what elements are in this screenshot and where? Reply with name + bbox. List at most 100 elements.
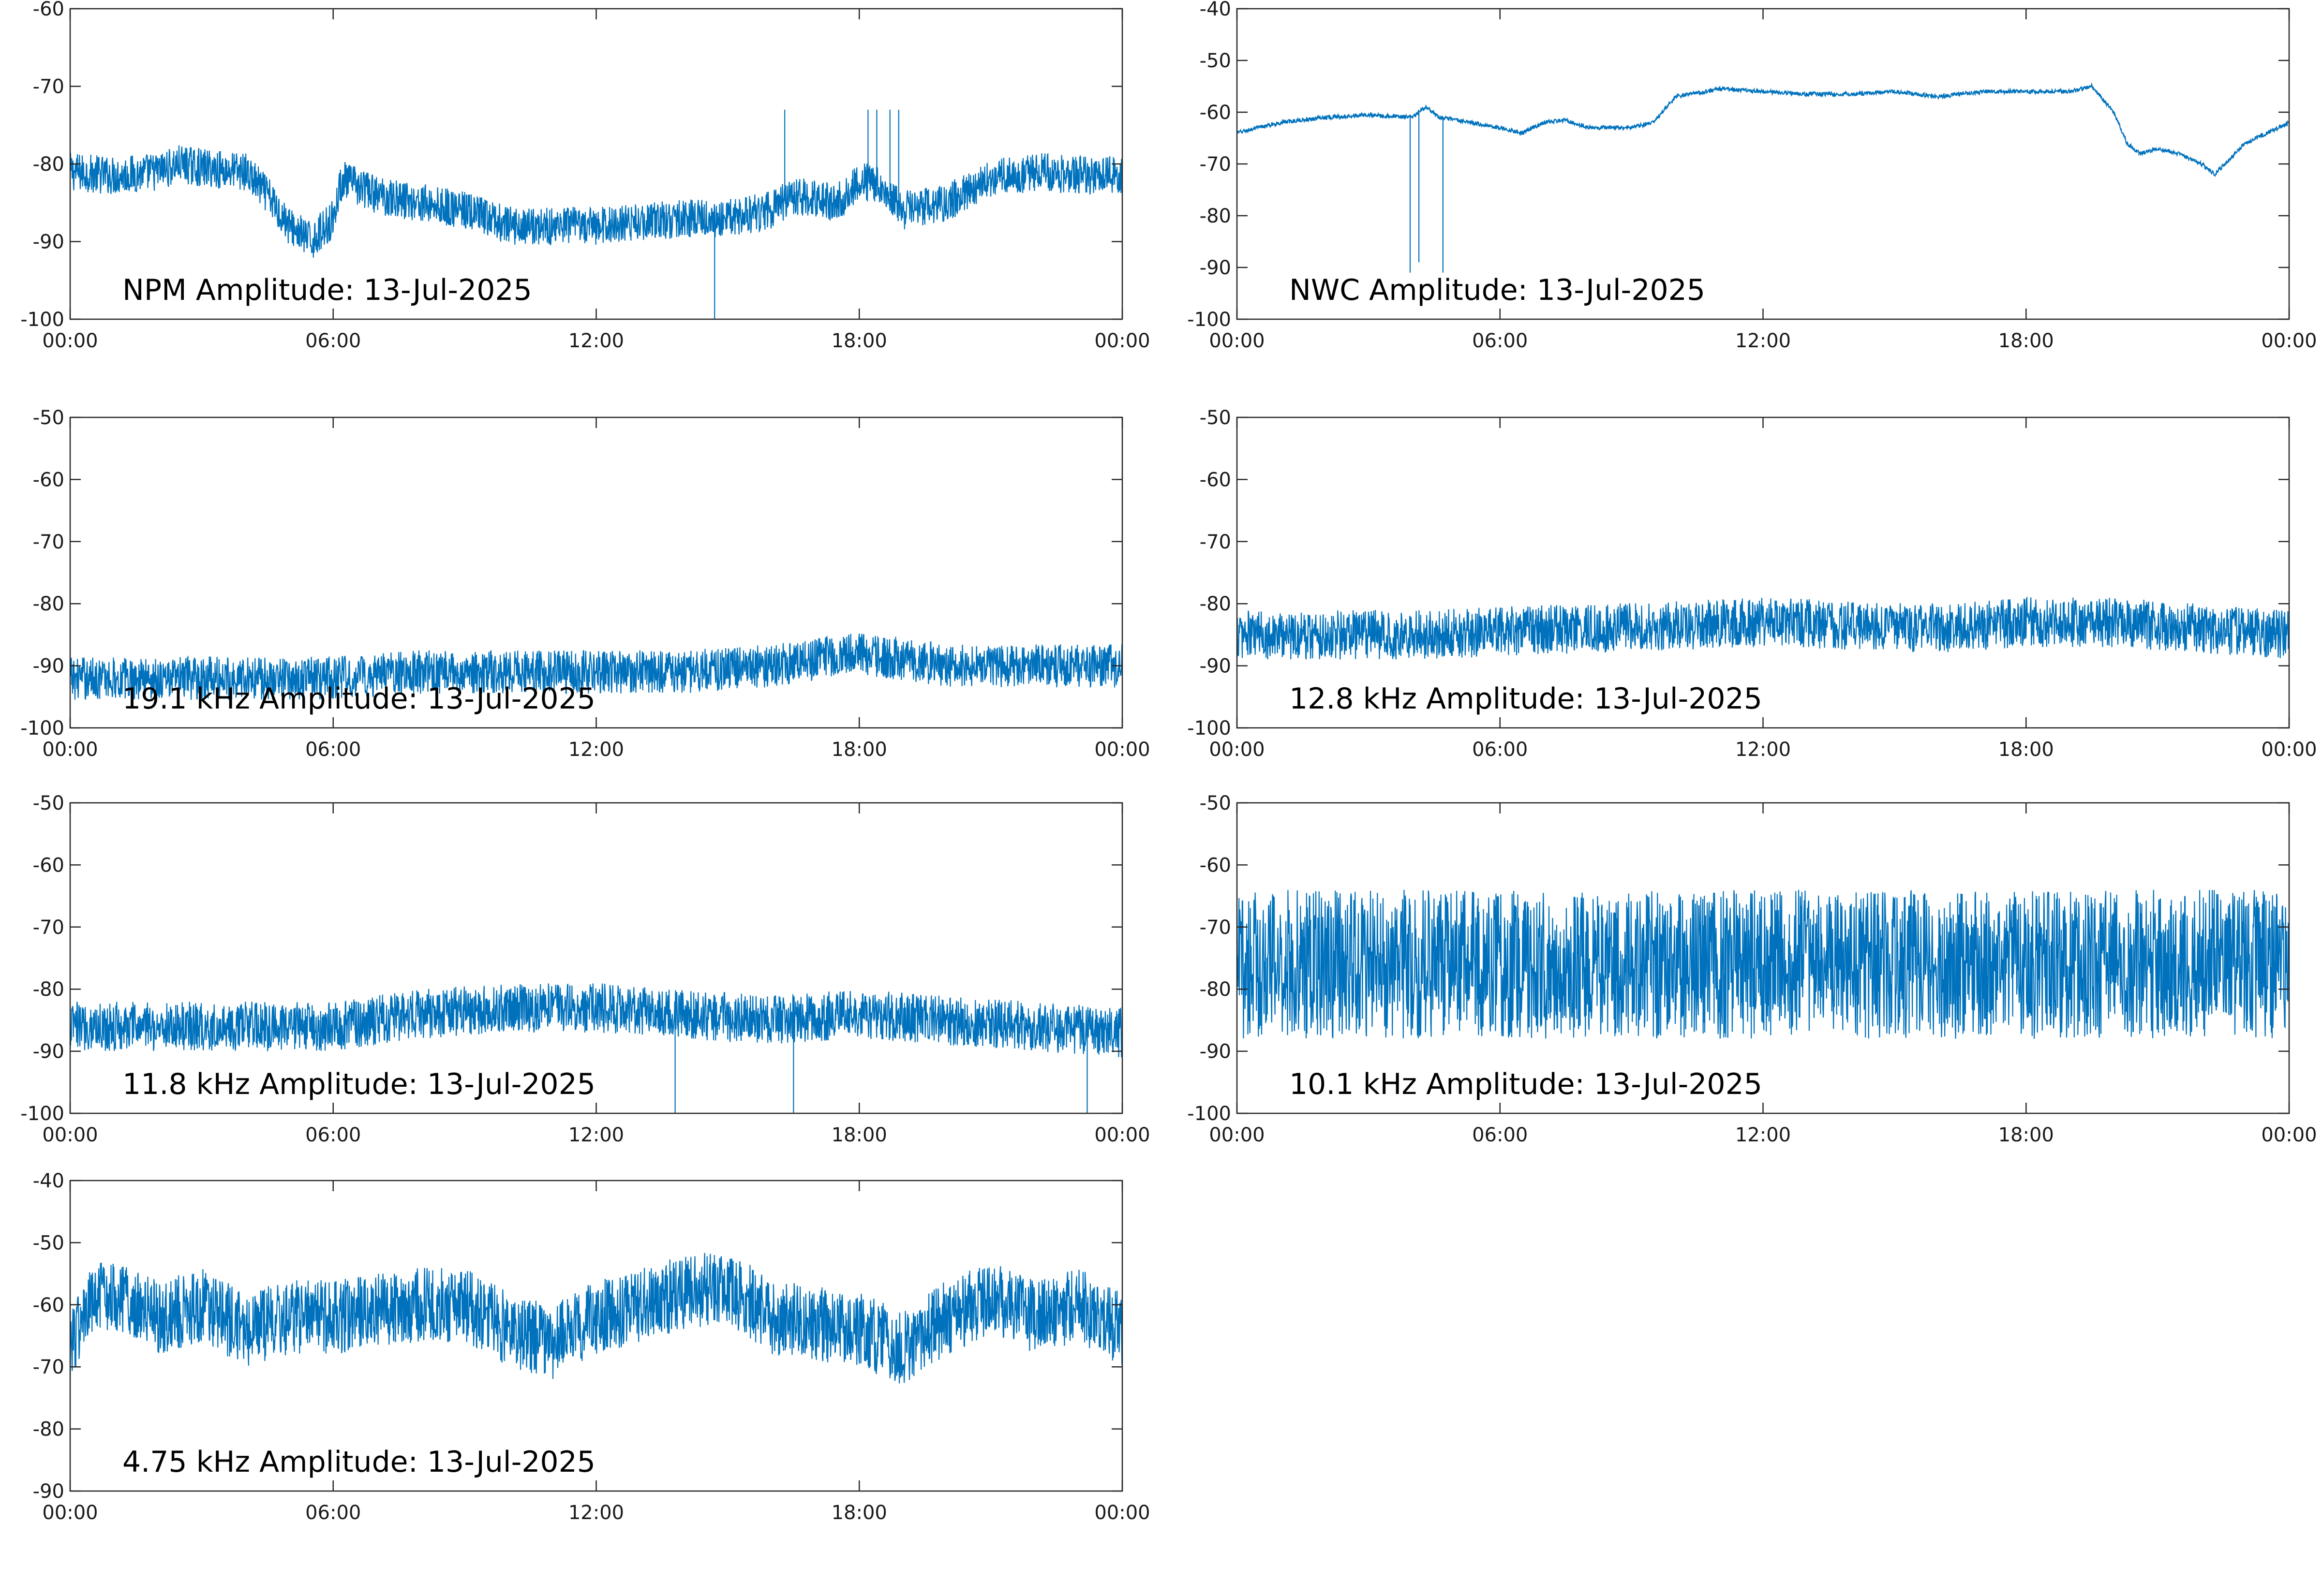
x-tick-label: 00:00 bbox=[1094, 330, 1150, 352]
y-tick-label: -60 bbox=[1200, 102, 1231, 124]
y-tick-label: -50 bbox=[33, 407, 64, 429]
y-tick-label: -60 bbox=[33, 1294, 64, 1316]
y-tick-label: -90 bbox=[33, 1041, 64, 1063]
chart-title: 11.8 kHz Amplitude: 13-Jul-2025 bbox=[122, 1067, 595, 1101]
y-tick-label: -50 bbox=[1200, 792, 1231, 814]
axes-box bbox=[69, 802, 1123, 1114]
x-tick-label: 18:00 bbox=[1998, 1124, 2054, 1146]
y-tick-label: -80 bbox=[1200, 978, 1231, 1001]
x-tick-label: 06:00 bbox=[1472, 1124, 1528, 1146]
y-tick-label: -100 bbox=[20, 309, 64, 331]
y-tick-label: -50 bbox=[1200, 407, 1231, 429]
y-tick-label: -70 bbox=[33, 916, 64, 939]
axes-box bbox=[1236, 416, 2290, 729]
series-line bbox=[1237, 889, 2289, 1039]
x-tick-label: 00:00 bbox=[1209, 330, 1265, 352]
x-tick-label: 06:00 bbox=[305, 1124, 361, 1146]
chart-title: 4.75 kHz Amplitude: 13-Jul-2025 bbox=[122, 1445, 595, 1479]
x-tick-label: 06:00 bbox=[1472, 739, 1528, 761]
y-tick-label: -40 bbox=[1200, 0, 1231, 20]
y-tick-label: -60 bbox=[33, 854, 64, 876]
x-tick-label: 00:00 bbox=[1209, 1124, 1265, 1146]
series-line bbox=[1237, 82, 2289, 273]
x-tick-label: 12:00 bbox=[1735, 330, 1791, 352]
x-tick-label: 12:00 bbox=[568, 1124, 624, 1146]
x-tick-label: 06:00 bbox=[305, 1502, 361, 1524]
x-tick-label: 12:00 bbox=[1735, 1124, 1791, 1146]
axes-box bbox=[69, 8, 1123, 320]
chart-title: NPM Amplitude: 13-Jul-2025 bbox=[122, 273, 532, 307]
x-tick-label: 06:00 bbox=[305, 739, 361, 761]
x-tick-label: 00:00 bbox=[42, 330, 98, 352]
x-tick-label: 00:00 bbox=[1094, 739, 1150, 761]
series-line bbox=[70, 109, 1122, 319]
y-tick-label: -80 bbox=[33, 593, 64, 615]
x-tick-label: 00:00 bbox=[42, 1502, 98, 1524]
y-tick-label: -100 bbox=[1187, 1103, 1231, 1125]
y-tick-label: -50 bbox=[1200, 50, 1231, 72]
x-tick-label: 00:00 bbox=[1094, 1502, 1150, 1524]
series-line bbox=[70, 983, 1122, 1113]
y-tick-label: -90 bbox=[33, 1480, 64, 1503]
x-tick-label: 00:00 bbox=[2261, 739, 2317, 761]
x-tick-label: 00:00 bbox=[42, 739, 98, 761]
y-tick-label: -80 bbox=[1200, 593, 1231, 615]
series-line bbox=[70, 1253, 1122, 1384]
x-tick-label: 18:00 bbox=[1998, 739, 2054, 761]
x-tick-label: 00:00 bbox=[1094, 1124, 1150, 1146]
axes-box bbox=[1236, 8, 2290, 320]
y-tick-label: -90 bbox=[1200, 1041, 1231, 1063]
x-tick-label: 00:00 bbox=[1209, 739, 1265, 761]
y-tick-label: -60 bbox=[33, 469, 64, 491]
x-tick-label: 18:00 bbox=[832, 330, 887, 352]
x-tick-label: 06:00 bbox=[1472, 330, 1528, 352]
y-tick-label: -70 bbox=[1200, 916, 1231, 939]
x-tick-label: 18:00 bbox=[832, 739, 887, 761]
x-tick-label: 12:00 bbox=[568, 1502, 624, 1524]
y-tick-label: -60 bbox=[1200, 469, 1231, 491]
chart-title: 12.8 kHz Amplitude: 13-Jul-2025 bbox=[1289, 682, 1762, 716]
x-tick-label: 00:00 bbox=[42, 1124, 98, 1146]
y-tick-label: -50 bbox=[33, 1232, 64, 1254]
y-tick-label: -50 bbox=[33, 792, 64, 814]
y-tick-label: -90 bbox=[1200, 257, 1231, 279]
y-tick-label: -80 bbox=[1200, 205, 1231, 227]
y-tick-label: -60 bbox=[33, 0, 64, 20]
y-tick-label: -70 bbox=[33, 1356, 64, 1378]
y-tick-label: -70 bbox=[33, 76, 64, 98]
y-tick-label: -100 bbox=[20, 717, 64, 739]
x-tick-label: 00:00 bbox=[2261, 1124, 2317, 1146]
x-tick-label: 12:00 bbox=[568, 739, 624, 761]
y-tick-label: -100 bbox=[1187, 309, 1231, 331]
chart-title: 19.1 kHz Amplitude: 13-Jul-2025 bbox=[122, 682, 595, 716]
x-tick-label: 12:00 bbox=[568, 330, 624, 352]
y-tick-label: -80 bbox=[33, 1419, 64, 1441]
y-tick-label: -70 bbox=[1200, 153, 1231, 176]
chart-title: 10.1 kHz Amplitude: 13-Jul-2025 bbox=[1289, 1067, 1762, 1101]
y-tick-label: -100 bbox=[1187, 717, 1231, 739]
x-tick-label: 06:00 bbox=[305, 330, 361, 352]
y-tick-label: -70 bbox=[1200, 531, 1231, 553]
y-tick-label: -100 bbox=[20, 1103, 64, 1125]
y-tick-label: -90 bbox=[33, 655, 64, 678]
y-tick-label: -60 bbox=[1200, 854, 1231, 876]
series-line bbox=[70, 634, 1122, 700]
x-tick-label: 18:00 bbox=[832, 1124, 887, 1146]
series-line bbox=[1237, 596, 2289, 660]
chart-title: NWC Amplitude: 13-Jul-2025 bbox=[1289, 273, 1705, 307]
y-tick-label: -90 bbox=[1200, 655, 1231, 678]
y-tick-label: -80 bbox=[33, 978, 64, 1001]
y-tick-label: -40 bbox=[33, 1170, 64, 1192]
x-tick-label: 00:00 bbox=[2261, 330, 2317, 352]
x-tick-label: 18:00 bbox=[1998, 330, 2054, 352]
y-tick-label: -90 bbox=[33, 231, 64, 253]
x-tick-label: 12:00 bbox=[1735, 739, 1791, 761]
x-tick-label: 18:00 bbox=[832, 1502, 887, 1524]
